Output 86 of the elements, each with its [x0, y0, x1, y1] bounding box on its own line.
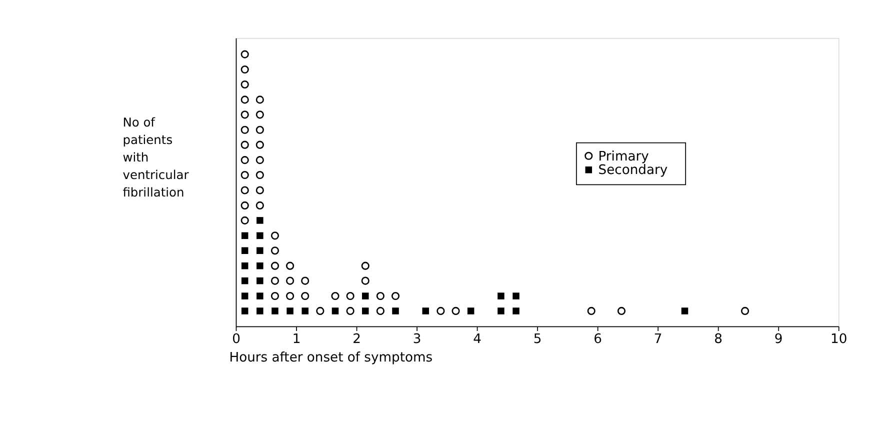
point [256, 262, 264, 270]
point [256, 170, 264, 180]
point [376, 306, 384, 315]
point [256, 277, 264, 284]
point [240, 50, 249, 58]
point [241, 247, 248, 254]
point [270, 262, 280, 270]
point [240, 170, 249, 180]
x-tick-label: 8 [714, 332, 723, 348]
point [587, 306, 596, 315]
point [286, 308, 294, 314]
point [240, 186, 249, 194]
point [270, 232, 280, 240]
point [391, 292, 400, 300]
point [241, 277, 248, 284]
point [452, 306, 460, 315]
point [240, 65, 249, 74]
point [256, 217, 264, 224]
point [240, 110, 249, 119]
x-tick-label: 6 [594, 332, 602, 348]
point [256, 96, 264, 104]
point [301, 276, 310, 285]
point [241, 292, 248, 300]
point [467, 308, 474, 314]
point [240, 216, 249, 224]
x-tick-label: 5 [533, 332, 542, 348]
point [256, 292, 264, 300]
point [240, 96, 249, 104]
point [240, 156, 249, 164]
x-tick-label: 0 [232, 332, 240, 348]
point [301, 292, 310, 300]
point [617, 306, 626, 315]
point [286, 276, 294, 285]
point [362, 292, 369, 300]
x-tick-label: 1 [292, 332, 301, 348]
point [286, 262, 294, 270]
point [362, 308, 369, 314]
point [270, 276, 280, 285]
point [270, 292, 280, 300]
point [498, 292, 504, 300]
point [256, 156, 264, 164]
x-tick-label: 3 [412, 332, 422, 348]
point [256, 247, 264, 254]
x-tick-label: 7 [654, 332, 662, 348]
y-axis-title: No of patients with ventricular fibrillation [122, 116, 190, 200]
point [256, 140, 264, 149]
point [241, 232, 248, 240]
point [256, 126, 264, 134]
legend-label: Primary [598, 149, 650, 164]
point [361, 262, 370, 270]
point [256, 232, 264, 240]
point [286, 292, 294, 300]
x-axis-title: Hours after onset of symptoms [229, 350, 433, 366]
x-tick-label: 4 [473, 332, 482, 348]
point [256, 186, 264, 194]
point [316, 306, 324, 315]
point [331, 292, 340, 300]
point [240, 126, 249, 134]
point [422, 308, 430, 314]
point [376, 292, 384, 300]
point [512, 292, 520, 300]
point [332, 308, 339, 314]
point [272, 308, 278, 314]
x-tick-label: 9 [774, 332, 783, 348]
point [740, 306, 750, 315]
x-tick-label: 2 [352, 332, 361, 348]
x-tick-label: 10 [830, 332, 848, 348]
legend-label: Secondary [598, 163, 668, 178]
point [256, 201, 264, 210]
point [512, 308, 520, 314]
point [240, 140, 249, 149]
point [256, 110, 264, 119]
point [302, 308, 308, 314]
point [241, 262, 248, 270]
point [346, 306, 354, 315]
point [241, 308, 248, 314]
point [256, 308, 264, 314]
point [346, 292, 354, 300]
point [240, 201, 249, 210]
point [361, 276, 370, 285]
point [436, 306, 445, 315]
point [498, 308, 504, 314]
point [270, 246, 280, 255]
point [392, 308, 399, 314]
point [240, 80, 249, 89]
point [681, 308, 688, 314]
